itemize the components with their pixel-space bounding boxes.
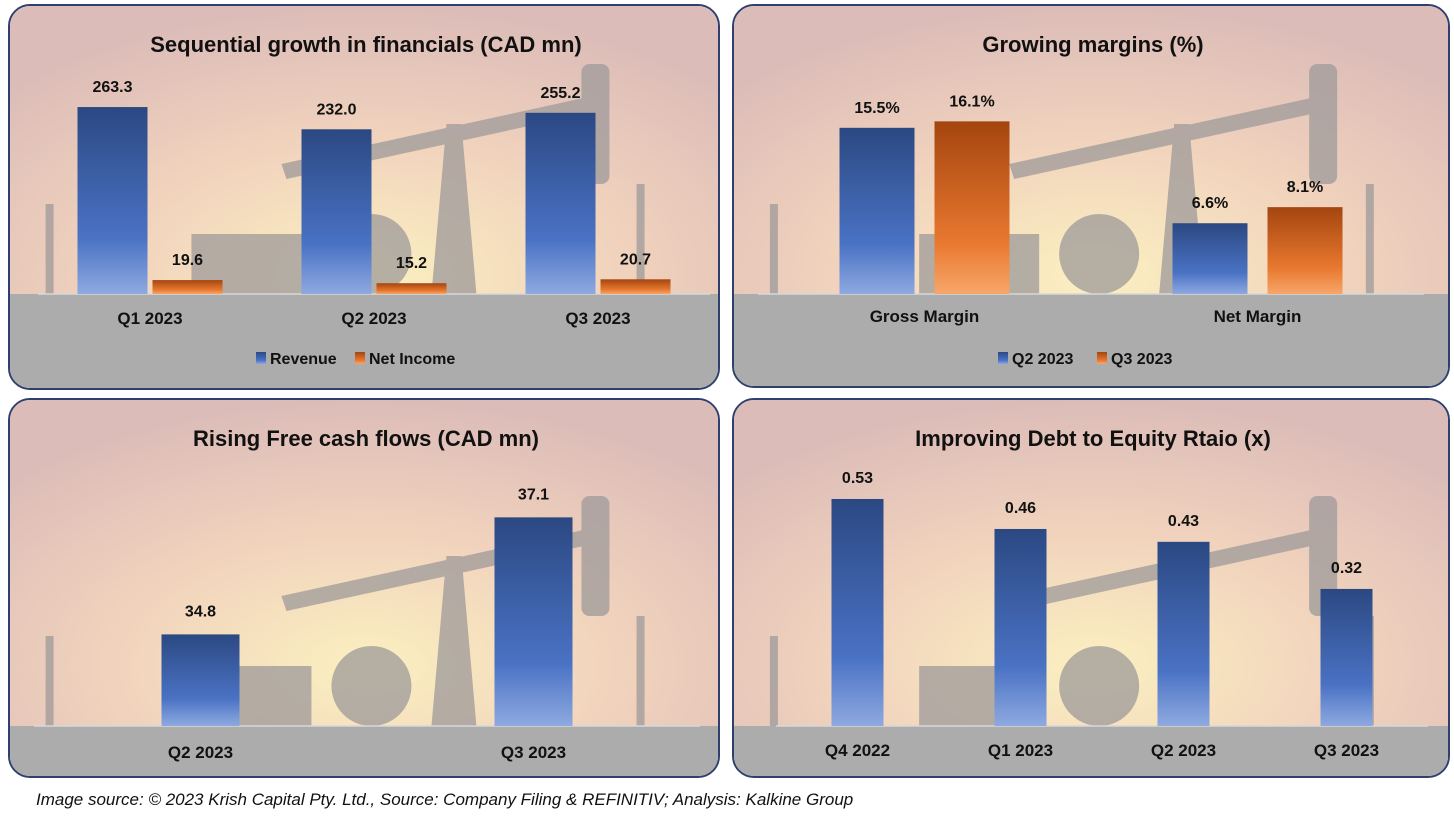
chart-panel-margins: Growing margins (%) Gross Margin 15.5% 16.1… (732, 4, 1450, 388)
bar-debt-to-equity (831, 498, 884, 726)
legend-swatch (256, 352, 266, 364)
image-source-footer: Image source: © 2023 Krish Capital Pty. … (36, 790, 854, 809)
x-tick-label: Net Margin (1214, 307, 1302, 326)
legend-label: Q3 2023 (1111, 351, 1172, 368)
data-label: 15.2 (396, 255, 427, 272)
bar-revenue (525, 112, 596, 294)
bar-debt-to-equity (994, 528, 1047, 726)
chart-panel-financials: Sequential growth in financials (CAD mn)… (8, 4, 720, 390)
data-label: 6.6% (1192, 195, 1228, 212)
ground-area (734, 294, 1448, 386)
x-tick-label: Q1 2023 (988, 741, 1053, 760)
data-label: 16.1% (949, 93, 994, 110)
data-label: 0.53 (842, 470, 873, 487)
chart-panel-debt-equity: Improving Debt to Equity Rtaio (x) Q4 202… (732, 398, 1450, 778)
legend-label: Net Income (369, 351, 455, 368)
data-label: 0.32 (1331, 560, 1362, 577)
x-tick-label: Q2 2023 (1151, 741, 1216, 760)
bar-free-cash-flow (161, 634, 240, 726)
x-tick-label: Q1 2023 (117, 309, 182, 328)
ground-area (10, 726, 718, 776)
bar-q2-2023 (1172, 223, 1248, 294)
x-tick-label: Q2 2023 (168, 743, 233, 762)
ground-area (734, 726, 1448, 776)
data-label: 34.8 (185, 603, 216, 620)
data-label: 20.7 (620, 251, 651, 268)
legend-label: Q2 2023 (1012, 351, 1073, 368)
data-label: 0.43 (1168, 513, 1199, 530)
data-label: 0.46 (1005, 500, 1036, 517)
data-label: 37.1 (518, 486, 549, 503)
data-label: 15.5% (854, 100, 899, 117)
chart-title: Growing margins (%) (982, 32, 1203, 57)
bar-net-income (152, 280, 223, 294)
chart-title: Rising Free cash flows (CAD mn) (193, 426, 539, 451)
legend-swatch (998, 352, 1008, 364)
chart-title: Improving Debt to Equity Rtaio (x) (915, 426, 1271, 451)
bar-debt-to-equity (1320, 588, 1373, 726)
legend-swatch (1097, 352, 1107, 364)
bar-free-cash-flow (494, 517, 573, 726)
x-tick-label: Q4 2022 (825, 741, 890, 760)
data-label: 255.2 (540, 85, 580, 102)
x-tick-label: Q3 2023 (565, 309, 630, 328)
bar-revenue (301, 129, 372, 294)
x-tick-label: Q2 2023 (341, 309, 406, 328)
chart-panel-free-cash-flows: Rising Free cash flows (CAD mn) Q2 2023 34… (8, 398, 720, 778)
bar-revenue (77, 107, 148, 294)
data-label: 8.1% (1287, 179, 1323, 196)
bar-net-income (376, 283, 447, 294)
x-tick-label: Q3 2023 (501, 743, 566, 762)
ground-area (10, 294, 718, 388)
legend-swatch (355, 352, 365, 364)
x-tick-label: Gross Margin (870, 307, 980, 326)
bar-q3-2023 (1267, 207, 1343, 294)
chart-title: Sequential growth in financials (CAD mn) (150, 32, 581, 57)
bar-net-income (600, 279, 671, 294)
bar-debt-to-equity (1157, 541, 1210, 726)
bar-q2-2023 (839, 127, 915, 294)
bar-q3-2023 (934, 121, 1010, 294)
data-label: 19.6 (172, 252, 203, 269)
legend-label: Revenue (270, 351, 337, 368)
data-label: 263.3 (92, 79, 132, 96)
x-tick-label: Q3 2023 (1314, 741, 1379, 760)
data-label: 232.0 (316, 101, 356, 118)
